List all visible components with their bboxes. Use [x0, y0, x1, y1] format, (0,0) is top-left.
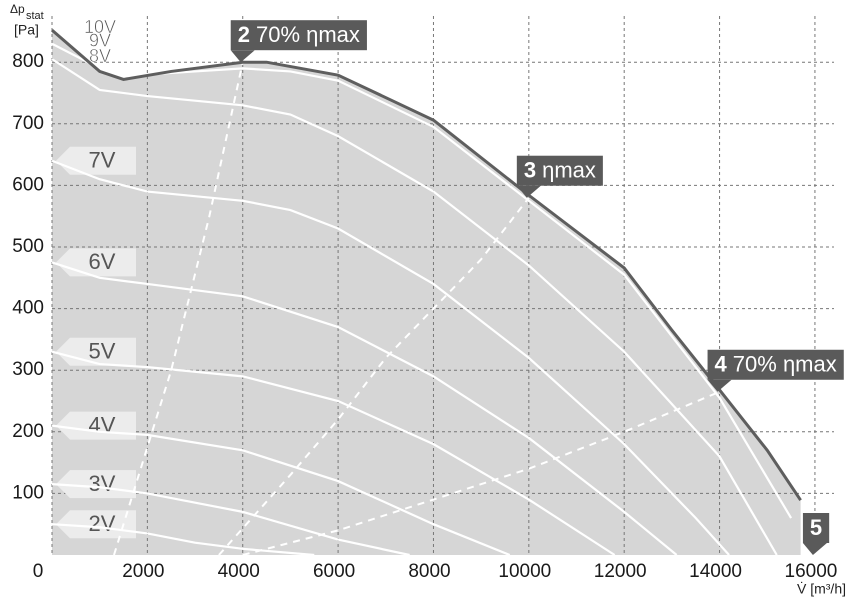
x-tick-label: 4000 — [218, 561, 260, 582]
y-axis-symbol: Δp — [10, 2, 25, 16]
efficiency-line — [113, 61, 244, 556]
area — [52, 30, 801, 556]
series-label: 10V — [84, 17, 116, 37]
annotation-pointer — [707, 379, 732, 392]
annotation: 3 ηmax — [516, 155, 603, 198]
annotation-number: 4 — [715, 352, 728, 377]
x-tick-label: 8000 — [408, 561, 450, 582]
annotation: 5 — [802, 513, 830, 555]
y-tick-label: 200 — [12, 421, 44, 442]
y-tick-label: 300 — [12, 359, 44, 380]
series-label: 2V — [89, 511, 116, 536]
y-tick-label: 400 — [12, 298, 44, 319]
series-label: 6V — [89, 249, 116, 274]
annotation-pointer — [802, 543, 827, 555]
curve — [51, 42, 793, 519]
y-tick-label: 700 — [12, 113, 44, 134]
x-tick-label: 10000 — [498, 561, 551, 582]
efficiency-line — [218, 197, 530, 556]
series-label: 9V — [89, 30, 111, 50]
x-tick-label: 0 — [33, 561, 44, 582]
curve — [51, 523, 315, 557]
x-tick-label: 14000 — [689, 561, 742, 582]
annotation-box — [516, 155, 603, 186]
annotation-box — [707, 349, 844, 380]
x-tick-label: 2000 — [122, 561, 164, 582]
x-tick-label: 6000 — [313, 561, 355, 582]
annotation-number: 3 — [524, 158, 536, 183]
curve — [51, 350, 616, 556]
series-tag — [56, 510, 136, 539]
y-tick-label: 600 — [12, 174, 44, 195]
annotation-text: 70% ηmax — [256, 22, 360, 47]
y-tick-label: 500 — [12, 236, 44, 257]
annotation: 4 70% ηmax — [707, 349, 844, 392]
y-axis-unit: [Pa] — [14, 22, 39, 38]
curve — [51, 159, 730, 556]
series-label: 4V — [89, 412, 116, 437]
x-tick-label: 16000 — [785, 561, 838, 582]
annotation-pointer — [230, 50, 255, 63]
x-tick-label: 12000 — [594, 561, 647, 582]
series-tag — [56, 146, 136, 175]
series-label: 5V — [89, 339, 116, 364]
annotation-number: 2 — [238, 22, 250, 47]
annotation-number: 5 — [810, 515, 822, 540]
y-axis-subscript: stat — [26, 10, 44, 22]
series-label: 7V — [89, 148, 116, 173]
curve — [51, 483, 410, 557]
series-tag — [56, 470, 136, 499]
series-label: 8V — [89, 46, 111, 66]
annotation-box — [802, 513, 830, 543]
annotation: 2 70% ηmax — [230, 20, 367, 63]
annotation-text: ηmax — [542, 158, 596, 183]
y-tick-label: 800 — [12, 51, 44, 72]
annotation-pointer — [516, 185, 541, 198]
x-axis-label: V̇ [m³/h] — [797, 581, 846, 597]
series-label: 3V — [89, 471, 116, 496]
curve — [51, 58, 778, 556]
y-tick-label: 100 — [12, 482, 44, 503]
curve — [51, 424, 511, 557]
annotation-box — [230, 20, 367, 51]
annotation-text: 70% ηmax — [733, 352, 837, 377]
curve — [51, 261, 678, 556]
